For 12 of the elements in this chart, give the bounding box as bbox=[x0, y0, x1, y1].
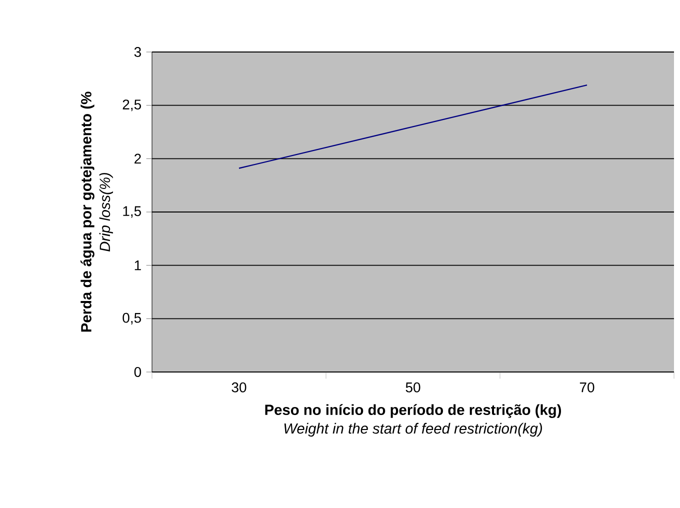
y-tick-label: 3 bbox=[134, 47, 141, 57]
x-tick-label: 70 bbox=[580, 382, 594, 392]
y-tick-label: 0,5 bbox=[122, 312, 142, 324]
y-axis-title: Perda de água por gotejamento (% Drip loss(%) bbox=[80, 92, 113, 332]
y-tick-label: 1 bbox=[134, 260, 141, 270]
y-tick-label: 2 bbox=[134, 154, 141, 164]
y-tick-label: 0 bbox=[134, 367, 142, 377]
x-axis-title: Peso no início do período de restrição (kg) Weight in the start of feed restriction(kg) bbox=[265, 404, 562, 437]
x-tick-label: 50 bbox=[406, 382, 420, 392]
x-tick-label: 30 bbox=[232, 382, 246, 392]
y-tick-label: 2,5 bbox=[122, 100, 142, 112]
y-tick-label: 1,5 bbox=[123, 206, 142, 218]
